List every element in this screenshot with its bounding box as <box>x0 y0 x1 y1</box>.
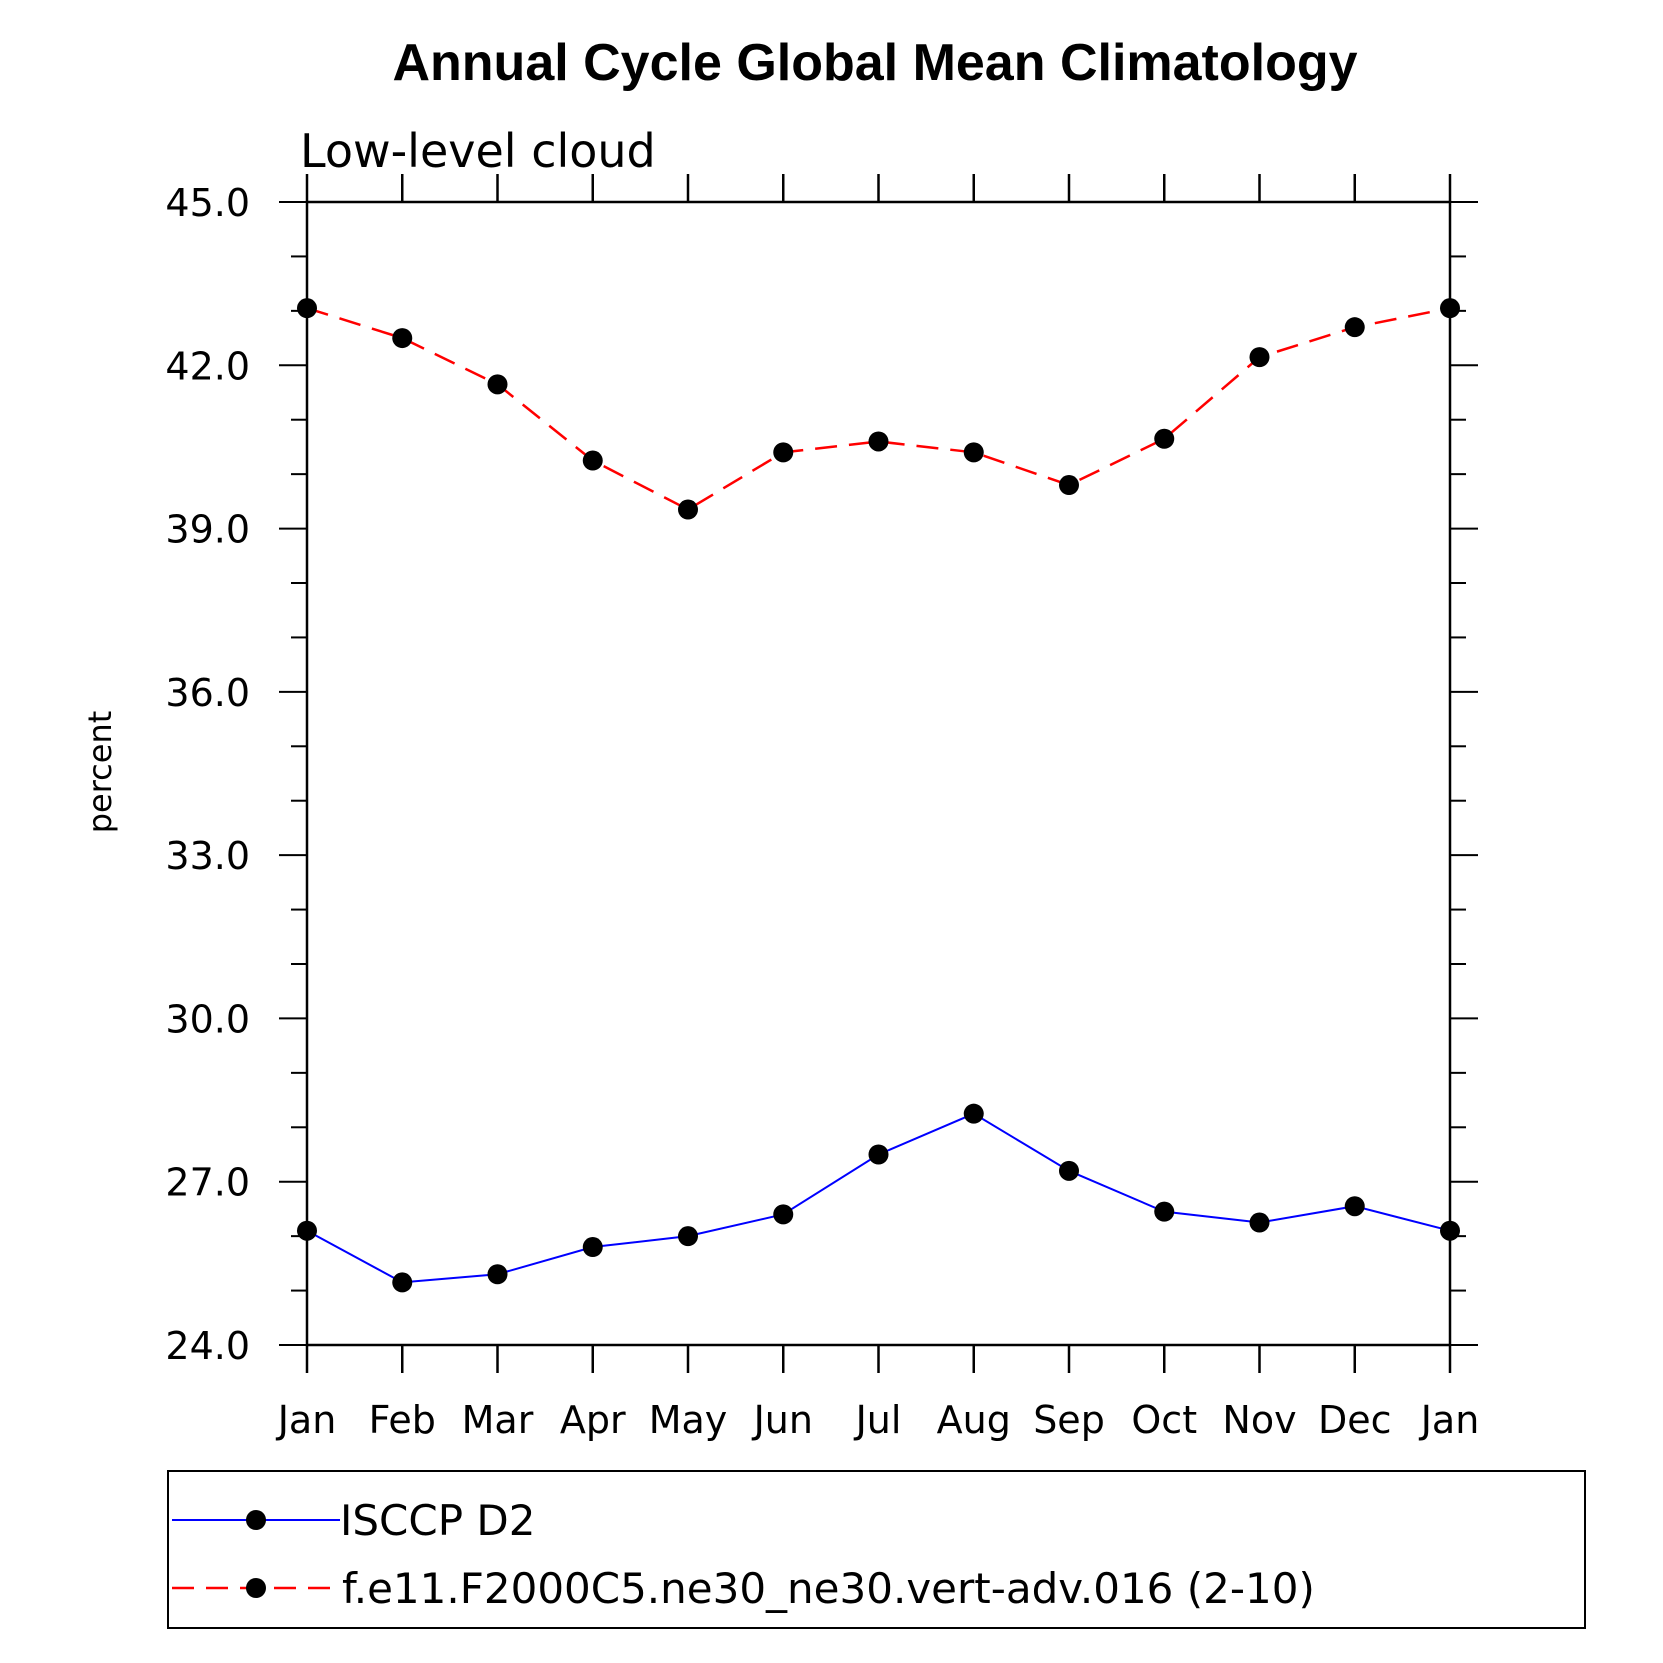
series-0-point <box>487 1264 508 1285</box>
series-1-point <box>773 442 794 463</box>
series-1-point <box>868 431 889 452</box>
y-tick-label: 33.0 <box>165 834 250 878</box>
y-tick-label: 27.0 <box>165 1161 250 1205</box>
legend-box <box>167 1470 1586 1629</box>
series-1-point <box>1440 298 1460 319</box>
y-axis-label: percent <box>81 711 119 834</box>
series-0-point <box>678 1226 698 1247</box>
series-line-0 <box>306 1112 1451 1284</box>
series-1-point <box>1154 428 1175 449</box>
series-1-point <box>297 298 317 319</box>
legend: ISCCP D2 f.e11.F2000C5.ne30_ne30.vert-ad… <box>167 1470 1586 1629</box>
x-tick-label: Jan <box>276 1398 337 1442</box>
x-tick-label: Feb <box>369 1398 436 1442</box>
series-0-point <box>1440 1220 1460 1241</box>
legend-marker-isccp <box>246 1510 266 1530</box>
chart-subtitle: Low-level cloud <box>300 124 656 178</box>
plot-frame <box>305 200 1452 1347</box>
legend-label-model: f.e11.F2000C5.ne30_ne30.vert-adv.016 (2-… <box>342 1564 1315 1613</box>
y-tick-label: 30.0 <box>165 997 250 1041</box>
series <box>297 298 1460 1293</box>
series-0-point <box>1249 1212 1270 1233</box>
series-1-point <box>1249 347 1270 368</box>
series-0-point <box>963 1103 984 1124</box>
legend-marker-model <box>246 1578 266 1598</box>
x-tick-label: Jun <box>752 1398 813 1442</box>
axes <box>279 174 1478 1373</box>
x-tick-label: Nov <box>1222 1398 1296 1442</box>
x-tick-label: Oct <box>1131 1398 1197 1442</box>
x-tick-label: Mar <box>462 1398 534 1442</box>
series-1-point <box>963 442 984 463</box>
x-tick-label: Jul <box>854 1398 902 1442</box>
legend-label-isccp: ISCCP D2 <box>340 1496 535 1545</box>
y-tick-label: 24.0 <box>165 1324 250 1368</box>
chart-title: Annual Cycle Global Mean Climatology <box>392 34 1357 92</box>
x-tick-label: Apr <box>560 1398 626 1442</box>
series-1-point <box>1344 317 1365 338</box>
series-1-point <box>487 374 508 395</box>
series-0-point <box>392 1272 413 1293</box>
series-0-point <box>1154 1201 1175 1222</box>
series-0-point <box>1344 1196 1365 1217</box>
y-tick-label: 36.0 <box>165 671 250 715</box>
series-1-point <box>678 499 698 520</box>
y-tick-label: 45.0 <box>165 181 250 225</box>
series-line-1 <box>306 306 1451 511</box>
x-tick-label: Sep <box>1033 1398 1105 1442</box>
x-tick-label: Dec <box>1318 1398 1392 1442</box>
series-0-point <box>582 1237 603 1258</box>
series-0-point <box>297 1220 317 1241</box>
series-1-point <box>1059 475 1079 496</box>
y-tick-label: 39.0 <box>165 508 250 552</box>
y-tick-labels: 24.0 27.0 30.0 33.0 36.0 39.0 42.0 45.0 <box>165 181 250 1368</box>
series-1-point <box>392 328 413 349</box>
x-tick-label: May <box>649 1398 728 1442</box>
series-0-point <box>773 1204 794 1225</box>
series-1-point <box>582 450 603 471</box>
x-tick-labels: Jan Feb Mar Apr May Jun Jul Aug Sep Oct Nov Dec Jan <box>276 1398 1480 1442</box>
x-tick-label: Aug <box>937 1398 1011 1442</box>
y-tick-label: 42.0 <box>165 344 250 388</box>
series-0-point <box>1059 1160 1079 1181</box>
series-0-point <box>868 1144 889 1165</box>
x-tick-label: Jan <box>1419 1398 1480 1442</box>
